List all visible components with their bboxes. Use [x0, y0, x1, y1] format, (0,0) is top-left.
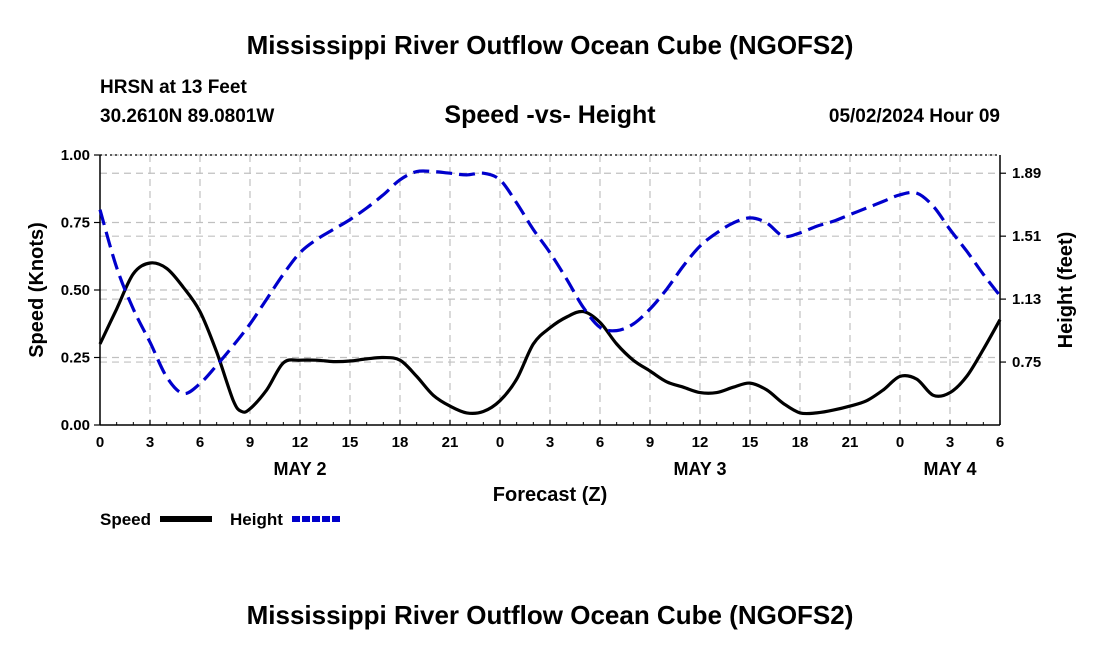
x-tick-label: 12 — [692, 434, 709, 451]
x-tick-label: 6 — [196, 434, 204, 451]
day-label: MAY 4 — [923, 459, 976, 479]
footer-title: Mississippi River Outflow Ocean Cube (NG… — [246, 600, 854, 630]
main-title: Mississippi River Outflow Ocean Cube (NG… — [246, 30, 854, 60]
x-tick-label: 15 — [742, 434, 759, 451]
day-label: MAY 3 — [673, 459, 726, 479]
x-tick-label: 18 — [392, 434, 409, 451]
y2-tick-label: 0.75 — [1012, 354, 1041, 371]
y-axis-title: Speed (Knots) — [26, 222, 48, 358]
x-tick-label: 12 — [292, 434, 309, 451]
station-label: HRSN at 13 Feet — [100, 77, 247, 98]
x-axis-title: Forecast (Z) — [493, 484, 607, 506]
x-tick-label: 3 — [946, 434, 954, 451]
x-tick-label: 0 — [96, 434, 104, 451]
x-tick-label: 21 — [442, 434, 459, 451]
x-tick-label: 9 — [246, 434, 254, 451]
x-tick-label: 15 — [342, 434, 359, 451]
y2-tick-label: 1.89 — [1012, 165, 1041, 182]
x-tick-label: 18 — [792, 434, 809, 451]
y-tick-label: 0.75 — [61, 215, 90, 232]
y-tick-label: 0.50 — [61, 282, 90, 299]
forecast-datetime: 05/02/2024 Hour 09 — [828, 106, 1000, 127]
speed-series-line — [98, 261, 1002, 416]
x-tick-label: 21 — [842, 434, 859, 451]
y-tick-label: 0.25 — [61, 350, 90, 367]
x-tick-label: 0 — [896, 434, 904, 451]
y2-tick-label: 1.51 — [1012, 228, 1041, 245]
legend-height-label: Height — [230, 510, 283, 529]
x-tick-label: 3 — [546, 434, 554, 451]
x-tick-label: 6 — [996, 434, 1004, 451]
y-tick-label: 1.00 — [61, 147, 90, 164]
y2-tick-label: 1.13 — [1012, 291, 1041, 308]
y2-axis-title: Height (feet) — [1055, 232, 1077, 349]
station-coords: 30.2610N 89.0801W — [100, 106, 275, 127]
legend-speed-label: Speed — [100, 510, 151, 529]
y-tick-label: 0.00 — [61, 417, 90, 434]
x-tick-label: 0 — [496, 434, 504, 451]
chart-subtitle: Speed -vs- Height — [444, 101, 656, 129]
x-tick-label: 3 — [146, 434, 154, 451]
day-label: MAY 2 — [273, 459, 326, 479]
height-series-line — [98, 169, 1002, 396]
x-tick-label: 9 — [646, 434, 654, 451]
speed-height-chart: 0 3 6 9 12 15 18 21 0 3 6 9 12 15 18 21 0 3 6 0.00 0.25 0.50 0… — [26, 147, 1077, 529]
x-tick-label: 6 — [596, 434, 604, 451]
